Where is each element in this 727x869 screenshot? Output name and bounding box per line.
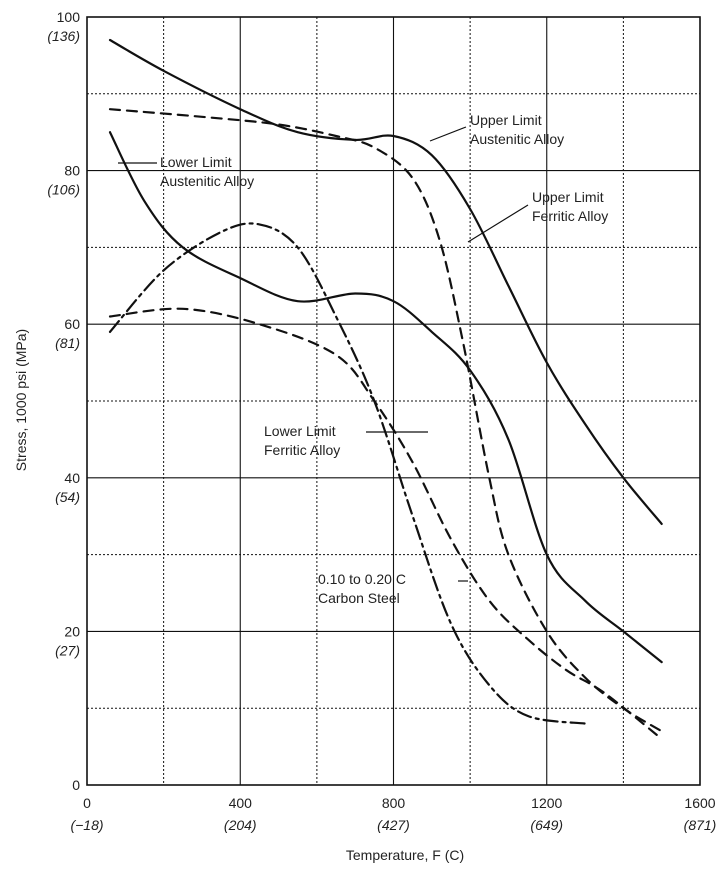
annotation-0-10-to-0-20-c-carbon-steel: 0.10 to 0.20 C Carbon Steel <box>318 571 468 606</box>
plot-frame <box>86 16 701 786</box>
y-tick-label: 80 <box>64 163 80 179</box>
annotation-text: Austenitic Alloy <box>160 173 254 189</box>
y-tick-label: 60 <box>64 316 80 332</box>
y-tick-label: 100 <box>57 9 81 25</box>
series-upper-limit-ferritic-alloy <box>108 108 663 733</box>
annotation-text: Austenitic Alloy <box>470 131 564 147</box>
series-0-10-to-0-20-c-carbon-steel <box>108 222 587 725</box>
x-tick-label: 0 <box>83 795 91 811</box>
annotation-text: Ferritic Alloy <box>532 208 608 224</box>
x-tick-sublabel: (871) <box>684 817 717 833</box>
y-tick-sublabel: (27) <box>55 642 80 658</box>
y-axis-ticks: 0 20 (27) 40 (54) 60 (81) 80 (106) 100 (136) <box>47 9 80 793</box>
annotation-text: Ferritic Alloy <box>264 442 340 458</box>
x-axis-ticks: 0 (−18) 400 (204) 800 (427) 1200 (649) 1600 (871) <box>70 795 716 833</box>
annotation-lower-limit-ferritic-alloy: Lower Limit Ferritic Alloy <box>264 423 428 458</box>
x-tick-label: 400 <box>229 795 253 811</box>
series-lower-limit-ferritic-alloy <box>108 307 663 740</box>
y-tick-label: 0 <box>72 777 80 793</box>
annotation-upper-limit-austenitic-alloy: Upper Limit Austenitic Alloy <box>429 112 564 147</box>
annotation-layer: Upper Limit Austenitic Alloy Upper Limit Fe… <box>118 112 608 606</box>
x-tick-sublabel: (204) <box>224 817 257 833</box>
y-tick-label: 20 <box>64 623 80 639</box>
annotation-text: Carbon Steel <box>318 590 400 606</box>
annotation-text: Upper Limit <box>532 189 604 205</box>
annotation-text: Lower Limit <box>160 154 232 170</box>
series-layer <box>108 38 663 740</box>
annotation-text: Upper Limit <box>470 112 542 128</box>
annotation-upper-limit-ferritic-alloy: Upper Limit Ferritic Alloy <box>467 189 608 243</box>
grid <box>87 17 700 785</box>
x-tick-sublabel: (427) <box>377 817 410 833</box>
y-tick-sublabel: (136) <box>47 28 80 44</box>
x-tick-sublabel: (−18) <box>70 817 103 833</box>
x-axis-title: Temperature, F (C) <box>346 847 464 863</box>
x-tick-sublabel: (649) <box>530 817 563 833</box>
annotation-pointer <box>429 126 467 142</box>
y-tick-sublabel: (106) <box>47 182 80 198</box>
x-tick-label: 1600 <box>684 795 715 811</box>
x-tick-label: 800 <box>382 795 406 811</box>
annotation-pointer <box>467 204 529 243</box>
series-upper-limit-austenitic-alloy <box>108 38 663 525</box>
y-axis-title: Stress, 1000 psi (MPa) <box>13 329 29 471</box>
annotation-text: Lower Limit <box>264 423 336 439</box>
y-tick-label: 40 <box>64 470 80 486</box>
x-tick-label: 1200 <box>531 795 562 811</box>
y-tick-sublabel: (54) <box>55 489 80 505</box>
annotation-lower-limit-austenitic-alloy: Lower Limit Austenitic Alloy <box>118 154 254 189</box>
y-tick-sublabel: (81) <box>55 335 80 351</box>
annotation-text: 0.10 to 0.20 C <box>318 571 406 587</box>
